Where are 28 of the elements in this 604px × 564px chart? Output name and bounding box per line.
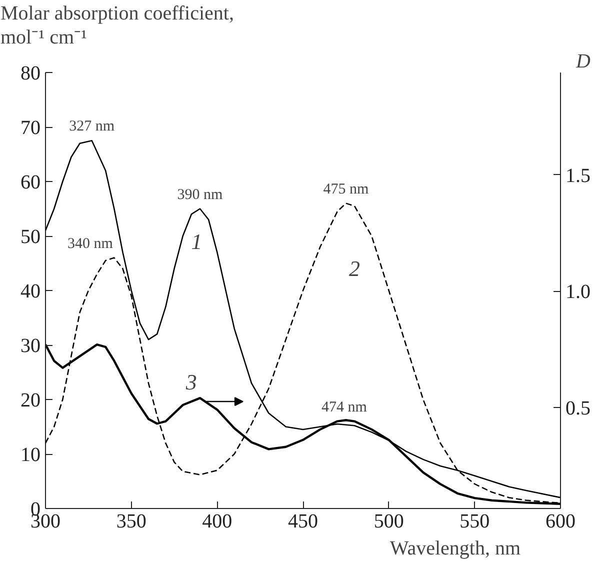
x-tick-label: 450 <box>288 510 318 532</box>
y-tick-label: 30 <box>20 335 40 357</box>
x-axis-title: Wavelength, nm <box>390 538 521 560</box>
annotation: 475 nm <box>323 181 369 198</box>
series-label: 1 <box>191 228 202 254</box>
x-tick-label: 400 <box>202 510 232 532</box>
y2-axis-title: D <box>575 50 592 72</box>
annotation: 340 nm <box>67 236 114 252</box>
y-tick-label: 70 <box>20 117 40 139</box>
y-tick-label: 50 <box>20 226 40 248</box>
series-label: 3 <box>184 370 197 395</box>
x-tick-label: 600 <box>546 510 576 532</box>
annotation: 327 nm <box>69 118 115 135</box>
y-tick-label: 80 <box>20 62 40 84</box>
y-tick-label: 60 <box>20 172 40 194</box>
y2-tick-label: 1.5 <box>566 164 590 187</box>
annotation: 474 nm <box>321 399 368 416</box>
y-axis-title: Molar absorption coefficient, mol⁻¹ cm⁻¹ <box>0 2 234 48</box>
y-tick-label: 10 <box>20 444 40 466</box>
x-tick-label: 550 <box>460 510 490 532</box>
annotation: 390 nm <box>177 186 224 203</box>
y2-tick-label: 0.5 <box>566 397 590 420</box>
y2-tick-label: 1.0 <box>566 281 590 304</box>
y-tick-label: 20 <box>20 390 40 412</box>
x-tick-label: 500 <box>374 510 404 532</box>
y-tick-label: 40 <box>20 280 40 302</box>
series-label: 2 <box>349 256 360 282</box>
x-tick-label: 350 <box>116 510 146 532</box>
